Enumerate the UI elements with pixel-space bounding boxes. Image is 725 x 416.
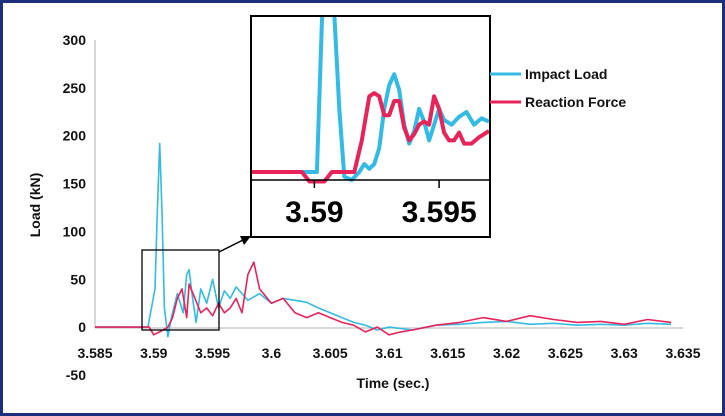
main-series <box>95 142 672 338</box>
inset-tick-labels: 3.59 3.595 <box>285 180 477 229</box>
y-axis-label: Load (kN) <box>27 173 43 238</box>
inset-tick-label: 3.59 <box>285 196 343 229</box>
inset-plot: 3.59 3.595 <box>250 15 491 238</box>
zoom-region-box <box>141 249 220 331</box>
y-tick-label: 150 <box>63 176 87 192</box>
legend-item-reaction-force: Reaction Force <box>490 94 626 110</box>
legend-item-impact-load: Impact Load <box>490 66 607 82</box>
x-tick-label: 3.6 <box>262 345 282 361</box>
y-tick-labels: 300 250 200 150 100 50 0 -50 <box>63 32 87 383</box>
inset-series-line-reaction-force <box>252 91 489 184</box>
legend-label-impact-load: Impact Load <box>525 66 607 82</box>
legend-label-reaction-force: Reaction Force <box>525 94 626 110</box>
y-tick-label: 200 <box>63 128 87 144</box>
zoom-arrow <box>218 239 244 253</box>
y-tick-label: -50 <box>66 367 86 383</box>
x-tick-labels: 3.585 3.59 3.595 3.6 3.605 3.61 3.615 3.62 3.625… <box>77 345 700 361</box>
x-tick-label: 3.62 <box>493 345 520 361</box>
y-tick-label: 0 <box>78 319 86 335</box>
legend: Impact Load Reaction Force <box>490 66 626 110</box>
x-tick-label: 3.63 <box>611 345 638 361</box>
x-tick-label: 3.585 <box>77 345 112 361</box>
inset-frame <box>250 15 491 238</box>
y-tick-label: 50 <box>70 271 86 287</box>
inset-series <box>252 17 489 184</box>
x-tick-label: 3.635 <box>665 345 700 361</box>
y-tick-label: 300 <box>63 32 87 48</box>
inset-tick-label: 3.595 <box>402 196 477 229</box>
x-tick-label: 3.615 <box>430 345 465 361</box>
x-tick-label: 3.625 <box>548 345 583 361</box>
zoom-arrowhead <box>240 236 251 245</box>
inset-series-line-impact-load <box>252 17 489 182</box>
y-tick-label: 250 <box>63 80 87 96</box>
x-tick-label: 3.605 <box>313 345 348 361</box>
x-axis-label: Time (sec.) <box>357 375 430 391</box>
x-tick-label: 3.595 <box>195 345 230 361</box>
x-tick-label: 3.61 <box>375 345 402 361</box>
series-line-reaction-force <box>95 261 672 336</box>
x-tick-label: 3.59 <box>140 345 167 361</box>
y-tick-label: 100 <box>63 223 87 239</box>
